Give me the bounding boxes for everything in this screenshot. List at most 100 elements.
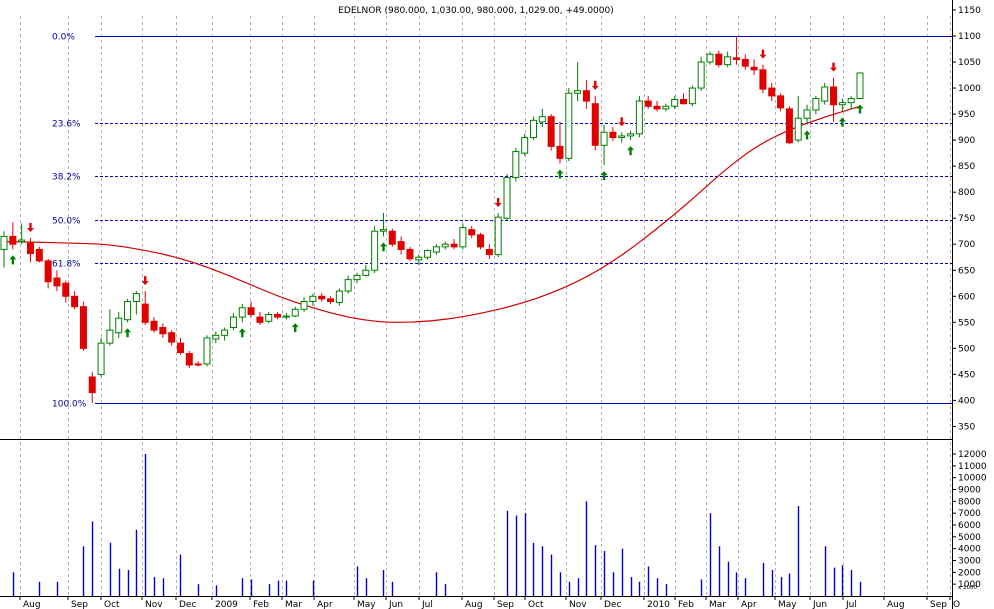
candle-body (88, 376, 96, 394)
time-tick-label: Feb (678, 600, 694, 609)
candle (565, 88, 573, 161)
candle-body (688, 87, 696, 105)
candle (856, 72, 864, 99)
candle (53, 270, 61, 292)
candle-body (697, 61, 705, 89)
candle (803, 104, 811, 125)
candle (485, 244, 493, 259)
candle-body (159, 327, 167, 335)
candle-body (247, 307, 255, 316)
candle-body (759, 69, 767, 90)
candle-body (715, 53, 723, 66)
candle-body (18, 239, 26, 243)
candle-body (847, 97, 855, 104)
candle-body (662, 105, 670, 110)
candle-body (785, 108, 793, 144)
candle (450, 239, 458, 250)
time-tick-label: Jul (421, 600, 433, 609)
candle-body (485, 248, 493, 256)
candle (26, 237, 34, 263)
candle (556, 121, 564, 164)
candle-body (141, 303, 149, 323)
candle-body (0, 235, 8, 250)
vertical-gridlines (20, 16, 951, 596)
candle (176, 337, 184, 355)
candle (538, 108, 546, 128)
candle (406, 246, 414, 261)
candle (503, 173, 511, 221)
time-tick-label: May (357, 600, 376, 609)
candle (300, 297, 308, 312)
candle-body (229, 316, 237, 329)
candle-body (379, 229, 387, 232)
volume-bars (12, 454, 862, 596)
time-tick-label: Sep (930, 600, 947, 609)
candle (671, 95, 679, 109)
buy-arrow-icon (803, 130, 811, 140)
candle-body (397, 241, 405, 250)
candle (424, 249, 432, 260)
candle (106, 309, 114, 346)
candle-body (371, 230, 379, 271)
candle (353, 272, 361, 284)
candle (741, 54, 749, 70)
price-tick-label: 550 (958, 318, 975, 328)
sell-arrow-icon (830, 62, 838, 72)
candle-body (424, 249, 432, 258)
candle (379, 212, 387, 237)
candle (203, 335, 211, 367)
candle (318, 293, 326, 302)
candle-body (750, 66, 758, 71)
candle (706, 51, 714, 65)
volume-tick-label: 11000 (958, 462, 987, 472)
candle (582, 80, 590, 109)
candle-body (450, 243, 458, 248)
candle-body (176, 342, 184, 354)
candle-body (635, 100, 643, 135)
price-tick-label: 650 (958, 266, 975, 276)
candle (547, 114, 555, 151)
volume-tick-label: 7000 (958, 509, 981, 519)
candle-body (274, 314, 282, 318)
candle-body (221, 329, 229, 336)
candle-body (547, 116, 555, 147)
candle-body (680, 99, 688, 105)
candle (159, 323, 167, 338)
volume-tick-label: 10000 (958, 474, 987, 484)
time-tick-label: Oct (104, 600, 120, 609)
sell-arrow-icon (759, 49, 767, 59)
time-tick-label: Nov (145, 600, 163, 609)
candle (618, 132, 626, 143)
candle-body (494, 216, 502, 256)
candle-body (53, 277, 61, 287)
candle (812, 95, 820, 115)
candle (494, 212, 502, 258)
moving-average (3, 105, 861, 323)
candle (88, 371, 96, 403)
price-tick-label: 350 (958, 422, 975, 432)
candle-body (309, 295, 317, 302)
buy-arrow-icon (856, 104, 864, 114)
price-tick-label: 700 (958, 240, 975, 250)
time-tick-label: 2010 (647, 600, 670, 609)
volume-unit-label: x 1000 (958, 585, 978, 591)
volume-tick-label: 9000 (958, 486, 981, 496)
candle (221, 327, 229, 341)
price-tick-label: 450 (958, 370, 975, 380)
price-tick-label: 1100 (958, 32, 981, 42)
candle (18, 223, 26, 245)
candle (415, 254, 423, 266)
candle-body (706, 53, 714, 63)
candle (662, 103, 670, 112)
candle (768, 82, 776, 102)
time-tick-label: O (953, 600, 960, 609)
candle (724, 51, 732, 68)
price-tick-label: 900 (958, 136, 975, 146)
candle (0, 231, 8, 268)
candle (697, 56, 705, 91)
time-tick-label: Mar (285, 600, 302, 609)
candle-body (803, 109, 811, 119)
candle (609, 127, 617, 142)
candle-body (388, 230, 396, 245)
